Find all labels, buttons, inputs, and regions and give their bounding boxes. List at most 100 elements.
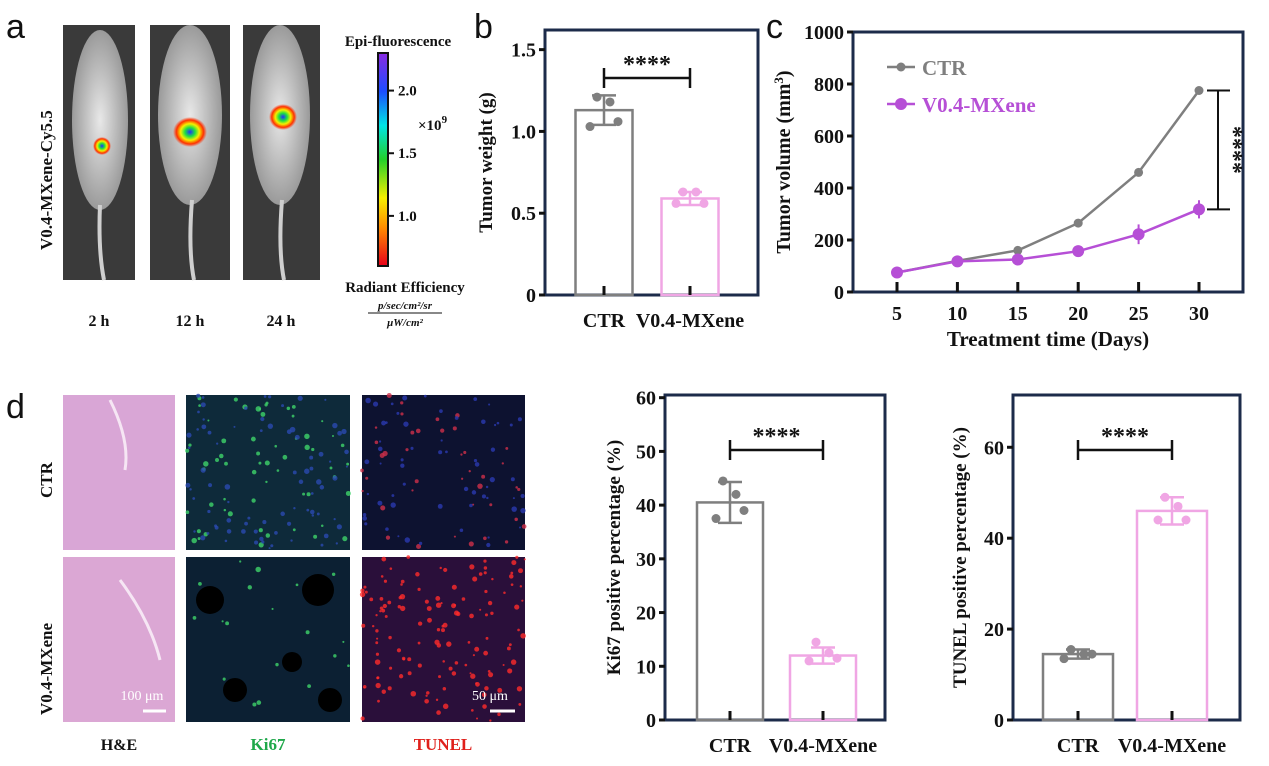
cell-dot bbox=[511, 560, 517, 566]
chart-tumor-volume: 0 200 400 600 800 1000 5 10 15 20 25 30 Treatment ti… bbox=[771, 22, 1246, 351]
x-tick-label: V0.4-MXene bbox=[636, 310, 744, 332]
tissue-texture bbox=[118, 579, 162, 661]
colorbar-title: Epi-fluorescence bbox=[345, 34, 452, 50]
cell-dot bbox=[418, 541, 423, 546]
cell-dot bbox=[519, 585, 523, 588]
cell-dot bbox=[469, 564, 475, 570]
cell-dot bbox=[510, 477, 515, 482]
cell-dot bbox=[374, 659, 381, 665]
data-point bbox=[1059, 654, 1069, 664]
cell-dot bbox=[398, 674, 404, 679]
cell-dot bbox=[387, 600, 392, 605]
cell-dot bbox=[192, 616, 197, 620]
cell-dot bbox=[481, 692, 487, 698]
cell-dot bbox=[417, 621, 423, 626]
cell-dot bbox=[251, 469, 257, 475]
cell-dot bbox=[484, 589, 488, 594]
cell-dot bbox=[381, 420, 386, 426]
colorbar-unit-denominator: μW/cm² bbox=[386, 317, 423, 329]
cell-dot bbox=[454, 416, 459, 420]
cell-dot bbox=[411, 489, 414, 492]
cell-dot bbox=[379, 462, 382, 465]
cell-dot bbox=[185, 448, 190, 453]
cell-dot bbox=[193, 530, 196, 533]
cell-dot bbox=[414, 479, 419, 484]
cell-dot bbox=[518, 703, 522, 706]
cell-dot bbox=[415, 428, 421, 434]
data-point bbox=[891, 266, 903, 279]
data-point bbox=[1087, 649, 1097, 659]
plot-frame bbox=[1011, 393, 1242, 722]
colorbar-tick-label: 1.5 bbox=[398, 146, 417, 162]
cell-dot bbox=[375, 629, 379, 633]
data-point bbox=[739, 505, 749, 515]
cell-dot bbox=[363, 686, 366, 689]
cell-dot bbox=[192, 497, 196, 500]
cell-dot bbox=[424, 698, 429, 704]
cell-dot bbox=[460, 453, 463, 456]
cell-dot bbox=[478, 572, 483, 576]
cell-dot bbox=[302, 492, 306, 496]
data-point bbox=[718, 476, 728, 486]
cell-dot bbox=[402, 395, 408, 401]
cell-dot bbox=[474, 646, 480, 652]
cell-dot bbox=[381, 556, 387, 562]
colorbar-unit-title: Radiant Efficiency bbox=[345, 280, 465, 296]
y-tick-label: 40 bbox=[984, 528, 1004, 550]
cell-dot bbox=[477, 483, 483, 489]
cell-dot bbox=[440, 439, 443, 442]
cell-dot bbox=[424, 599, 429, 604]
cell-dot bbox=[281, 404, 285, 408]
cell-dot bbox=[482, 704, 487, 709]
data-point bbox=[1073, 218, 1083, 228]
cell-dot bbox=[402, 482, 406, 486]
cell-dot bbox=[487, 536, 490, 539]
cell-dot bbox=[256, 451, 261, 456]
y-axis-label: TUNEL positive percentage (%) bbox=[950, 427, 971, 688]
cell-dot bbox=[453, 603, 457, 607]
cell-dot bbox=[198, 582, 202, 586]
scalebar-label-he: 100 μm bbox=[121, 689, 164, 704]
cell-dot bbox=[468, 469, 471, 473]
data-point bbox=[1013, 245, 1023, 255]
cell-dot bbox=[304, 444, 310, 451]
cell-dot bbox=[331, 572, 336, 577]
cell-dot bbox=[361, 489, 364, 493]
cell-dot bbox=[226, 529, 232, 534]
cell-dot bbox=[389, 666, 393, 670]
cell-dot bbox=[464, 663, 468, 667]
y-tick-label: 0 bbox=[526, 285, 536, 307]
x-tick-label: 30 bbox=[1189, 303, 1209, 325]
cell-dot bbox=[359, 591, 366, 598]
cell-dot bbox=[426, 606, 432, 612]
cell-dot bbox=[265, 533, 271, 538]
cell-dot bbox=[520, 633, 526, 639]
data-point bbox=[811, 637, 821, 647]
cell-dot bbox=[201, 396, 205, 399]
cell-dot bbox=[186, 432, 192, 438]
cell-dot bbox=[375, 641, 379, 645]
cell-dot bbox=[507, 668, 513, 674]
cell-dot bbox=[385, 535, 391, 540]
cell-dot bbox=[290, 539, 293, 542]
cell-dot bbox=[222, 677, 226, 681]
cell-dot bbox=[209, 502, 214, 507]
cell-dot bbox=[489, 503, 493, 507]
cell-dot bbox=[407, 657, 412, 662]
cell-dot bbox=[486, 496, 489, 500]
cell-dot bbox=[518, 568, 523, 574]
cell-dot bbox=[436, 643, 442, 648]
cell-dot bbox=[463, 486, 469, 492]
y-tick-label: 30 bbox=[636, 549, 656, 571]
cell-dot bbox=[396, 648, 402, 653]
cell-dot bbox=[404, 537, 411, 543]
bar-treated bbox=[1135, 509, 1209, 722]
cell-dot bbox=[417, 663, 422, 668]
cell-dot bbox=[239, 560, 242, 563]
panel-label-a: a bbox=[6, 8, 25, 46]
panel-label-c: c bbox=[766, 8, 783, 46]
x-tick-label: 25 bbox=[1129, 303, 1149, 325]
cell-dot bbox=[379, 609, 382, 613]
data-point bbox=[585, 122, 595, 132]
cell-dot bbox=[397, 535, 400, 538]
